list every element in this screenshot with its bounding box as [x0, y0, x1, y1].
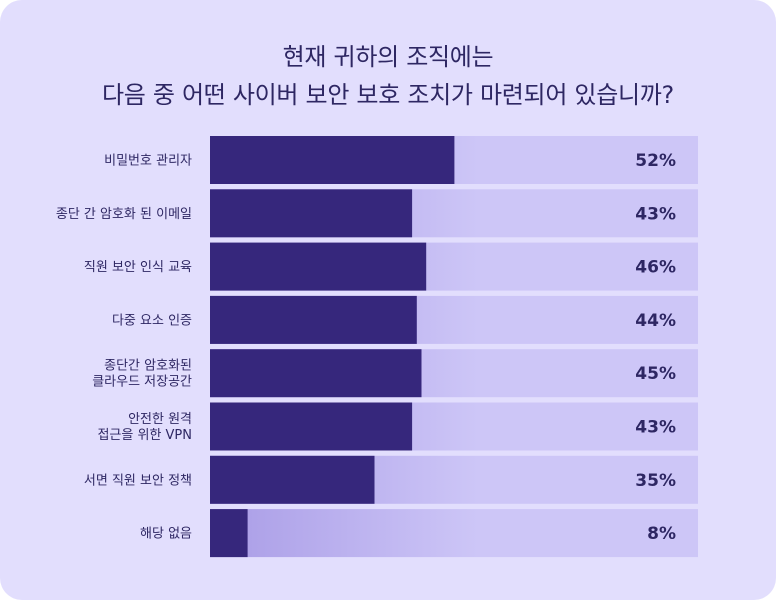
data-label: 45%	[635, 364, 676, 384]
data-label: 43%	[635, 418, 676, 438]
category-label: 접근을 위한 VPN	[97, 428, 192, 443]
bar	[210, 349, 422, 398]
data-label: 35%	[635, 471, 676, 491]
data-label: 43%	[635, 204, 676, 224]
data-label: 44%	[635, 311, 676, 331]
bar-track	[210, 509, 698, 558]
category-label: 비밀번호 관리자	[104, 154, 192, 169]
bar	[210, 136, 455, 184]
category-label: 직원 보안 인식 교육	[84, 260, 192, 275]
chart-title-line-1: 현재 귀하의 조직에는	[282, 43, 494, 71]
bar	[210, 189, 413, 238]
data-label: 8%	[647, 524, 676, 544]
bar	[210, 242, 427, 291]
category-label: 해당 없음	[140, 527, 192, 542]
category-label: 종단간 암호화된	[104, 359, 192, 374]
bar	[210, 295, 417, 344]
chart-title: 현재 귀하의 조직에는 다음 중 어떤 사이버 보안 보호 조치가 마련되어 있…	[0, 38, 776, 114]
data-label: 52%	[635, 151, 676, 171]
category-label: 안전한 원격	[128, 412, 192, 427]
chart-title-line-2: 다음 중 어떤 사이버 보안 보호 조치가 마련되어 있습니까?	[101, 81, 674, 109]
bar	[210, 402, 413, 451]
bar	[210, 455, 375, 504]
bar	[210, 509, 248, 558]
category-label: 서면 직원 보안 정책	[84, 473, 192, 488]
category-label: 종단 간 암호화 된 이메일	[56, 207, 192, 222]
bars-layer: 52% 비밀번호 관리자 43% 종단 간 암호화 된 이메일 46% 직원 보안 인식 …	[56, 136, 698, 558]
data-label: 46%	[635, 258, 676, 278]
category-label: 클라우드 저장공간	[92, 375, 192, 390]
category-label: 다중 요소 인증	[112, 313, 192, 328]
